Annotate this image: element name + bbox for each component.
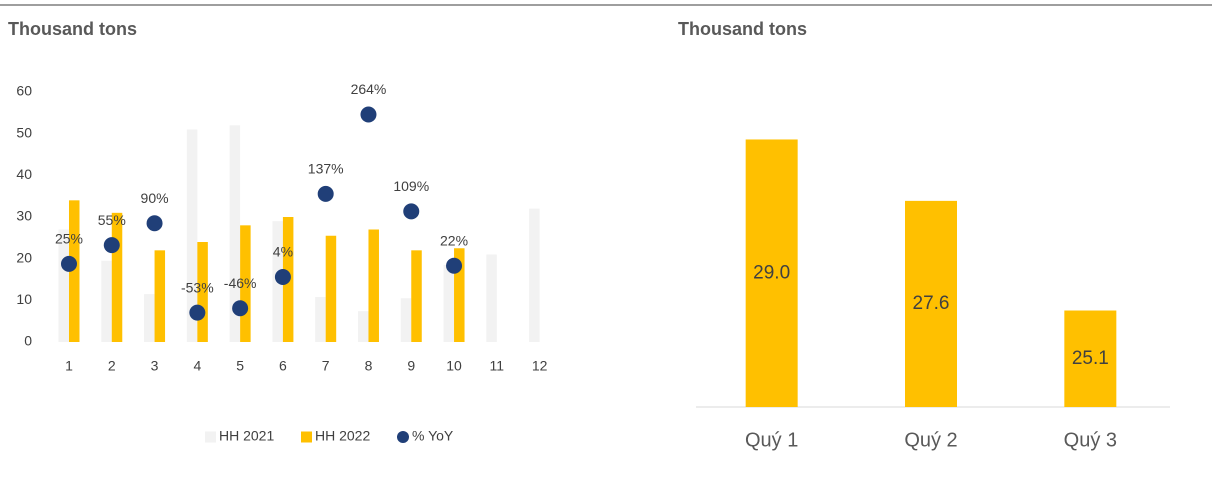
yoy-dot <box>403 203 420 220</box>
bar <box>454 248 465 342</box>
data-label: 4% <box>273 244 293 260</box>
bar <box>229 125 241 342</box>
data-label: 137% <box>308 161 344 177</box>
bar <box>745 139 798 407</box>
legend-marker <box>397 431 409 443</box>
legend-label: HH 2021 <box>219 428 274 444</box>
x-tick-label: 5 <box>236 358 244 374</box>
legend-marker <box>301 431 312 443</box>
bar <box>529 208 540 342</box>
x-tick-label: 3 <box>151 358 159 374</box>
bar <box>368 229 379 342</box>
legend-label: HH 2022 <box>315 428 370 444</box>
x-tick-label: Quý 2 <box>904 429 957 451</box>
x-tick-label: Quý 1 <box>745 429 798 451</box>
y-tick-label: 10 <box>16 291 32 307</box>
x-tick-label: 6 <box>279 358 287 374</box>
x-tick-label: 12 <box>532 358 548 374</box>
y-tick-label: 30 <box>16 208 32 224</box>
data-label: 90% <box>141 190 169 206</box>
bar <box>58 229 69 342</box>
data-label: 55% <box>98 212 126 228</box>
bar <box>325 235 337 342</box>
data-label: 29.0 <box>753 262 790 283</box>
x-tick-label: 8 <box>365 358 373 374</box>
yoy-dot <box>60 255 77 272</box>
data-label: 25.1 <box>1072 348 1109 369</box>
y-tick-label: 40 <box>16 166 32 182</box>
bar <box>197 242 208 342</box>
yoy-dot <box>103 237 120 254</box>
y-tick-label: 50 <box>16 124 32 140</box>
x-tick-label: Quý 3 <box>1064 429 1117 451</box>
bar <box>357 311 369 342</box>
chart-title: Thousand tons <box>678 19 807 39</box>
bar <box>486 254 497 342</box>
x-tick-label: 7 <box>322 358 330 374</box>
bar <box>154 250 166 342</box>
yoy-dot <box>189 304 206 321</box>
bar <box>144 294 155 342</box>
bar <box>101 260 112 342</box>
bar <box>240 225 251 342</box>
bar <box>443 264 455 342</box>
x-tick-label: 4 <box>193 358 201 374</box>
y-tick-label: 0 <box>24 333 32 349</box>
x-tick-label: 1 <box>65 358 73 374</box>
x-tick-label: 2 <box>108 358 116 374</box>
data-label: -46% <box>224 275 257 291</box>
bar <box>1064 310 1117 407</box>
yoy-dot <box>274 269 291 285</box>
x-tick-label: 11 <box>490 358 505 374</box>
yoy-dot <box>317 185 334 202</box>
x-tick-label: 9 <box>407 358 415 374</box>
data-label: 22% <box>440 232 468 248</box>
data-label: 27.6 <box>913 293 950 314</box>
data-label: 109% <box>393 178 429 194</box>
bar <box>186 129 198 342</box>
yoy-dot <box>146 215 163 232</box>
bar <box>400 298 412 342</box>
yoy-dot <box>360 106 377 123</box>
y-tick-label: 20 <box>16 249 32 265</box>
legend-label: % YoY <box>412 428 454 444</box>
bar <box>315 297 326 342</box>
legend-marker <box>205 431 216 443</box>
bar <box>905 200 957 407</box>
bar <box>68 200 80 342</box>
bar <box>111 212 123 342</box>
data-label: 264% <box>351 81 387 97</box>
x-tick-label: 10 <box>446 358 462 374</box>
y-tick-label: 60 <box>16 83 32 99</box>
yoy-dot <box>446 257 463 274</box>
chart-title: Thousand tons <box>8 19 137 39</box>
data-label: -53% <box>181 279 214 295</box>
data-label: 25% <box>55 231 83 247</box>
bar <box>411 250 422 342</box>
yoy-dot <box>232 300 249 317</box>
